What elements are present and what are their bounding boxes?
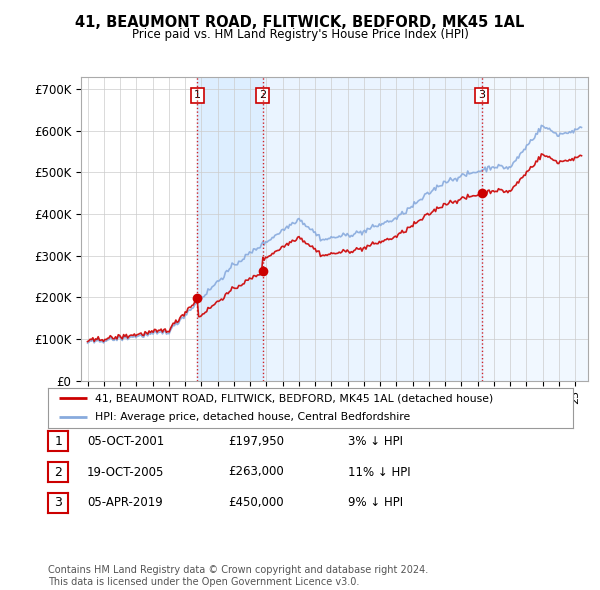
Text: 1: 1 xyxy=(54,435,62,448)
Text: 41, BEAUMONT ROAD, FLITWICK, BEDFORD, MK45 1AL (detached house): 41, BEAUMONT ROAD, FLITWICK, BEDFORD, MK… xyxy=(95,394,493,404)
Text: 1: 1 xyxy=(194,90,201,100)
Text: £197,950: £197,950 xyxy=(228,435,284,448)
Text: 19-OCT-2005: 19-OCT-2005 xyxy=(87,466,164,478)
Bar xyxy=(197,77,263,381)
Text: 2: 2 xyxy=(54,466,62,478)
Bar xyxy=(263,77,482,381)
Text: 11% ↓ HPI: 11% ↓ HPI xyxy=(348,466,410,478)
Text: 3% ↓ HPI: 3% ↓ HPI xyxy=(348,435,403,448)
Text: 3: 3 xyxy=(478,90,485,100)
Text: HPI: Average price, detached house, Central Bedfordshire: HPI: Average price, detached house, Cent… xyxy=(95,412,410,422)
Text: Contains HM Land Registry data © Crown copyright and database right 2024.
This d: Contains HM Land Registry data © Crown c… xyxy=(48,565,428,587)
Text: Price paid vs. HM Land Registry's House Price Index (HPI): Price paid vs. HM Land Registry's House … xyxy=(131,28,469,41)
Text: 3: 3 xyxy=(54,496,62,509)
Text: £450,000: £450,000 xyxy=(228,496,284,509)
Text: 05-OCT-2001: 05-OCT-2001 xyxy=(87,435,164,448)
Text: 2: 2 xyxy=(259,90,266,100)
Text: £263,000: £263,000 xyxy=(228,466,284,478)
Text: 41, BEAUMONT ROAD, FLITWICK, BEDFORD, MK45 1AL: 41, BEAUMONT ROAD, FLITWICK, BEDFORD, MK… xyxy=(76,15,524,30)
Text: 9% ↓ HPI: 9% ↓ HPI xyxy=(348,496,403,509)
Bar xyxy=(482,77,591,381)
Text: 05-APR-2019: 05-APR-2019 xyxy=(87,496,163,509)
